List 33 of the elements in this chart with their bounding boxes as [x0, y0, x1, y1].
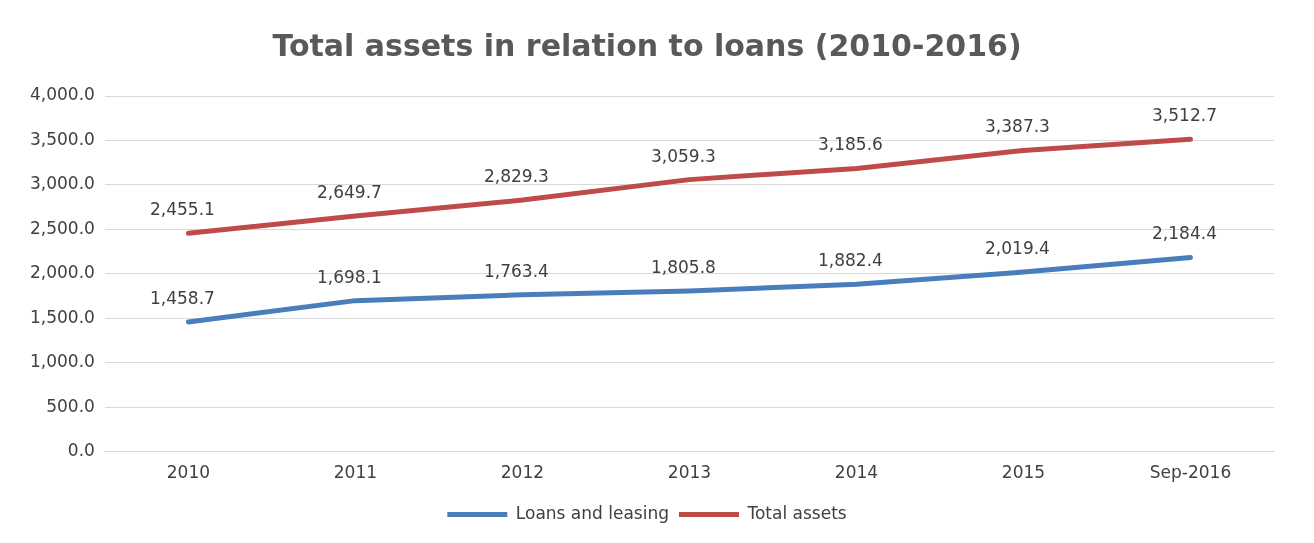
y-tick-label: 3,500.0: [30, 128, 95, 149]
data-label: 2,184.4: [1152, 223, 1217, 244]
x-tick-label: 2013: [667, 462, 712, 483]
data-label: 2,829.3: [483, 166, 549, 186]
y-tick-label: 2,500.0: [30, 217, 95, 238]
x-tick-label: Sep-2016: [1149, 462, 1232, 483]
data-label: 3,185.6: [818, 134, 883, 155]
x-tick-label: 2011: [333, 462, 378, 483]
data-label: 1,458.7: [149, 287, 215, 308]
data-label: 3,512.7: [1152, 105, 1217, 126]
data-label: 1,698.1: [316, 266, 382, 287]
y-tick-label: 500.0: [46, 395, 95, 416]
y-tick-label: 4,000.0: [30, 84, 95, 105]
y-tick-label: 1,500.0: [30, 306, 95, 327]
x-tick-label: 2012: [500, 462, 545, 483]
data-label: 1,882.4: [818, 250, 883, 271]
data-label: 2,019.4: [985, 238, 1050, 258]
y-tick-label: 2,000.0: [30, 262, 95, 283]
x-tick-label: 2015: [1001, 462, 1046, 483]
y-tick-label: 1,000.0: [30, 351, 95, 372]
legend-label: Total assets: [746, 502, 847, 523]
data-label: 3,059.3: [651, 145, 716, 166]
x-tick-label: 2010: [166, 462, 211, 483]
data-label: 1,763.4: [483, 260, 549, 281]
data-label: 2,649.7: [316, 181, 382, 202]
data-label: 1,805.8: [651, 256, 716, 277]
legend-label: Loans and leasing: [515, 502, 669, 523]
x-tick-label: 2014: [834, 462, 879, 483]
data-label: 3,387.3: [985, 116, 1050, 137]
y-tick-label: 0.0: [67, 440, 95, 461]
data-label: 2,455.1: [149, 199, 215, 220]
y-tick-label: 3,000.0: [30, 173, 95, 194]
chart-title: Total assets in relation to loans (2010-2016): [272, 27, 1022, 63]
